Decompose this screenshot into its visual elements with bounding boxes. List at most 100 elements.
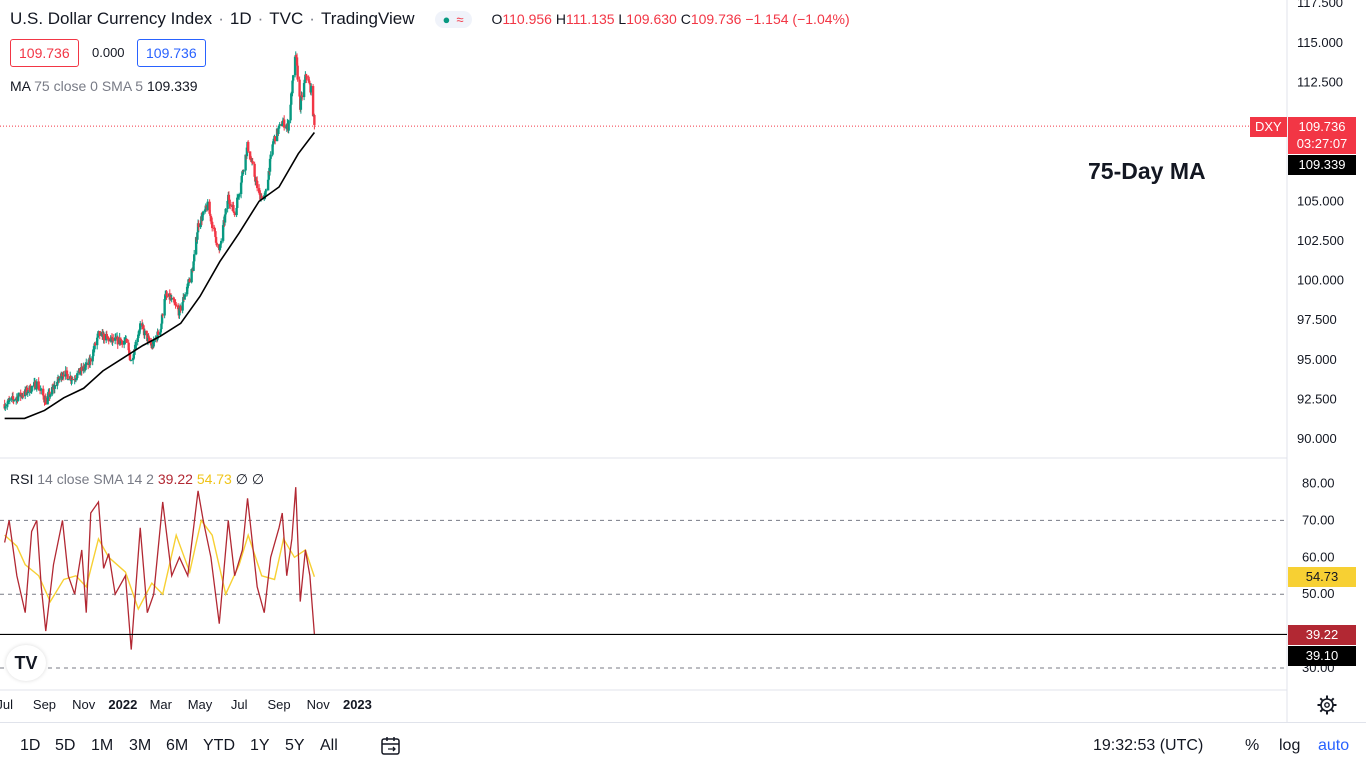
time-tick-label: Jul [231, 697, 248, 712]
price-tick-label: 112.500 [1297, 74, 1343, 89]
range-1y[interactable]: 1Y [250, 737, 270, 754]
candle-body [34, 388, 38, 390]
candle-body [311, 86, 315, 116]
rsi-tick-label: 70.00 [1302, 512, 1335, 527]
candle-body [222, 220, 225, 226]
candle-body [255, 180, 258, 182]
candle-body [20, 394, 24, 397]
candle-body [127, 342, 130, 351]
candle-body [113, 337, 117, 341]
candle-body [299, 98, 303, 110]
candle-body [41, 388, 45, 396]
rsi-legend-sma-value: 54.73 [196, 471, 232, 487]
candle-body [29, 391, 33, 393]
candle-body [182, 297, 185, 303]
candle-body [236, 197, 239, 208]
candle-body [239, 182, 243, 195]
range-5y[interactable]: 5Y [285, 737, 305, 754]
rsi-legend-params: 14 close SMA 14 2 [37, 471, 154, 487]
range-1m[interactable]: 1M [91, 737, 114, 754]
candle-body [300, 95, 303, 99]
candle-body [143, 330, 146, 336]
candle-body [268, 158, 272, 172]
bottom-toolbar: 1D 5D 1M 3M 6M YTD 1Y 5Y All 19:32:53 (U… [0, 722, 1366, 769]
candle-body [8, 399, 11, 401]
candle-body [187, 282, 190, 284]
candle-body [94, 343, 97, 346]
candle-body [85, 362, 88, 366]
candle-body [304, 74, 308, 76]
candle-body [251, 161, 254, 164]
candle-body [149, 341, 153, 346]
candle-body [240, 175, 243, 183]
ma-legend[interactable]: MA 75 close 0 SMA 5 109.339 [10, 78, 198, 94]
candle-body [125, 338, 128, 343]
candle-body [300, 95, 304, 98]
candle-body [69, 376, 73, 381]
candle-body [120, 340, 123, 342]
time-tick-label: Nov [307, 697, 331, 712]
candle-body [219, 240, 223, 244]
candle-body [196, 223, 200, 233]
range-6m[interactable]: 6M [166, 737, 189, 754]
candle-body [88, 358, 92, 365]
candle-body [137, 334, 140, 339]
rsi-legend[interactable]: RSI 14 close SMA 14 2 39.22 54.73 ∅ ∅ [10, 471, 264, 488]
ma-legend-value: 109.339 [146, 78, 198, 94]
buy-button[interactable]: 109.736 [137, 39, 206, 67]
ohlc-close: 109.736 [690, 11, 742, 27]
market-status-pill[interactable]: ● ≈ [434, 10, 472, 28]
utc-clock[interactable]: 19:32:53 (UTC) [1093, 737, 1204, 754]
candle-body [173, 302, 177, 304]
candle-body [273, 136, 277, 142]
interval-label[interactable]: 1D [229, 9, 252, 28]
price-tick-label: 92.500 [1297, 391, 1337, 406]
price-tick-label: 90.000 [1297, 431, 1337, 446]
candle-body [267, 171, 270, 180]
candle-body [278, 124, 281, 126]
candle-body [241, 171, 245, 173]
range-all[interactable]: All [320, 737, 338, 754]
time-tick-label: Sep [267, 697, 290, 712]
rsi-legend-empty-2: ∅ [251, 471, 265, 487]
candle-body [210, 221, 213, 223]
candle-body [84, 365, 87, 368]
symbol-tag: DXY [1250, 117, 1287, 137]
tradingview-logo-icon[interactable]: TV [6, 645, 46, 681]
range-5d[interactable]: 5D [55, 737, 76, 754]
candle-body [165, 293, 168, 296]
candle-body [123, 340, 127, 342]
candle-body [13, 400, 16, 402]
candle-body [92, 349, 95, 357]
candle-body [56, 381, 59, 386]
rsi-legend-value: 39.22 [157, 471, 193, 487]
candle-body [170, 298, 173, 300]
log-toggle[interactable]: log [1279, 737, 1301, 754]
range-1d[interactable]: 1D [20, 737, 41, 754]
sell-button[interactable]: 109.736 [10, 39, 79, 67]
rsi-tick-label: 50.00 [1302, 586, 1335, 601]
candle-body [214, 236, 218, 243]
candle-body [254, 176, 257, 182]
candle-body [281, 123, 284, 126]
percent-toggle[interactable]: % [1245, 737, 1260, 754]
candle-body [136, 338, 139, 342]
candle-body [309, 86, 313, 93]
candle-body [12, 398, 15, 401]
candle-body [130, 360, 133, 362]
candle-body [79, 372, 82, 374]
candle-body [160, 314, 164, 324]
auto-toggle[interactable]: auto [1318, 737, 1350, 754]
gear-icon[interactable] [1316, 694, 1338, 716]
candle-body [241, 171, 244, 176]
candle-body [194, 237, 198, 255]
symbol-title[interactable]: U.S. Dollar Currency Index [10, 9, 213, 28]
candle-body [19, 392, 22, 397]
candle-body [213, 228, 216, 232]
date-range-icon[interactable] [380, 736, 402, 756]
candle-body [147, 336, 150, 338]
ma-75-line [4, 131, 316, 420]
chart-canvas[interactable]: 90.000 92.500 95.000 97.500 100.000 102.500 10… [0, 0, 1366, 722]
range-3m[interactable]: 3M [129, 737, 152, 754]
range-ytd[interactable]: YTD [203, 737, 235, 754]
